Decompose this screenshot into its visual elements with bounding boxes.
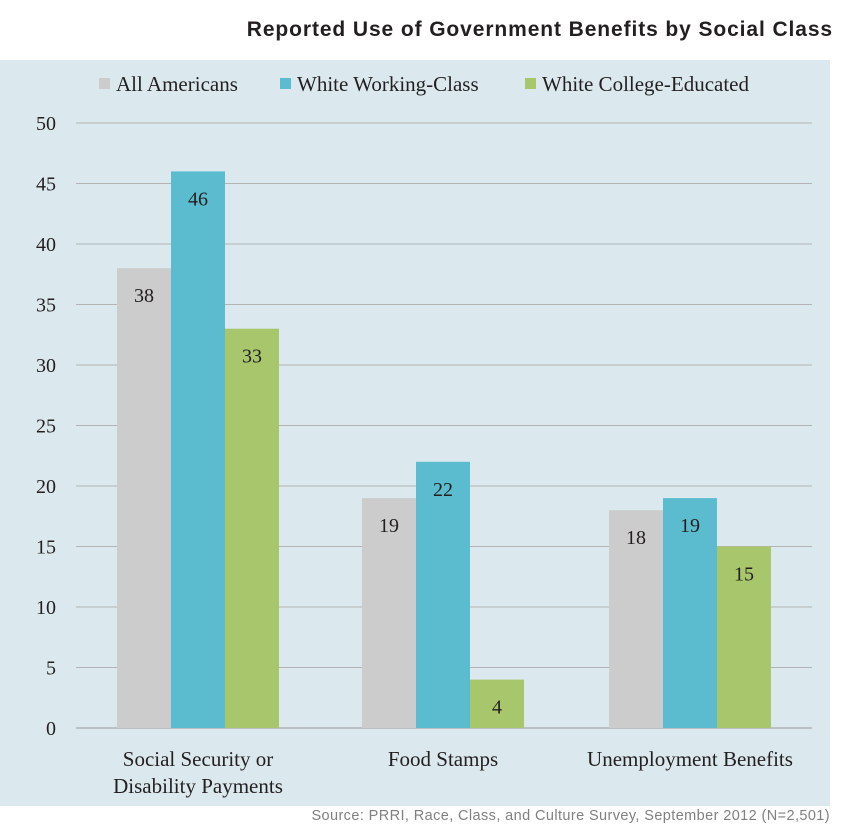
- bar-value-label: 18: [626, 527, 646, 549]
- bar-value-label: 38: [134, 285, 154, 307]
- legend-label-white-working-class: White Working-Class: [297, 72, 479, 96]
- bar-value-label: 46: [188, 188, 208, 210]
- bars: 38 19 18 46 22 19 33 4 15: [117, 171, 771, 728]
- x-axis: Social Security or Disability Payments Foo…: [113, 747, 793, 798]
- legend-label-all-americans: All Americans: [116, 72, 238, 96]
- y-tick-label: 5: [46, 658, 56, 680]
- category-label: Unemployment Benefits: [587, 747, 793, 771]
- legend-item-all-americans: All Americans: [99, 72, 238, 97]
- legend-swatch-all-americans: [99, 78, 110, 89]
- y-tick-label: 30: [36, 355, 56, 377]
- y-tick-label: 25: [36, 416, 56, 438]
- y-axis: 0 5 10 15 20 25 30 35 40 45 50: [36, 113, 56, 740]
- legend-label-white-college-educated: White College-Educated: [542, 72, 749, 96]
- y-tick-label: 20: [36, 476, 56, 498]
- bar-all-americans-2: [609, 510, 663, 728]
- chart-title: Reported Use of Government Benefits by S…: [246, 18, 833, 41]
- y-tick-label: 35: [36, 295, 56, 317]
- bar-value-label: 19: [680, 515, 700, 537]
- bar-white-college-educated-1: [470, 679, 524, 728]
- bar-white-working-class-1: [416, 461, 470, 728]
- legend-item-white-working-class: White Working-Class: [280, 72, 479, 97]
- y-tick-label: 50: [36, 113, 56, 135]
- bar-white-college-educated-0: [225, 328, 279, 728]
- source-note: Source: PRRI, Race, Class, and Culture S…: [311, 808, 830, 824]
- bar-white-working-class-2: [663, 498, 717, 728]
- y-tick-label: 10: [36, 597, 56, 619]
- bar-value-label: 33: [242, 346, 262, 368]
- bar-all-americans-0: [117, 268, 171, 728]
- y-tick-label: 45: [36, 174, 56, 196]
- bar-value-label: 4: [492, 697, 502, 719]
- bar-white-college-educated-2: [717, 546, 771, 728]
- legend-swatch-white-working-class: [280, 78, 291, 89]
- bar-white-working-class-0: [171, 171, 225, 728]
- category-label: Food Stamps: [388, 747, 498, 771]
- chart-legend: All Americans White Working-Class White …: [0, 70, 830, 100]
- bar-all-americans-1: [362, 498, 416, 728]
- legend-item-white-college-educated: White College-Educated: [525, 72, 749, 97]
- y-tick-label: 0: [46, 718, 56, 740]
- y-tick-label: 15: [36, 537, 56, 559]
- category-label: Social Security or: [123, 747, 273, 771]
- y-tick-label: 40: [36, 234, 56, 256]
- legend-swatch-white-college-educated: [525, 78, 536, 89]
- bar-value-label: 22: [433, 479, 453, 501]
- bar-value-label: 15: [734, 564, 754, 586]
- bar-value-label: 19: [379, 515, 399, 537]
- category-label: Disability Payments: [113, 774, 283, 798]
